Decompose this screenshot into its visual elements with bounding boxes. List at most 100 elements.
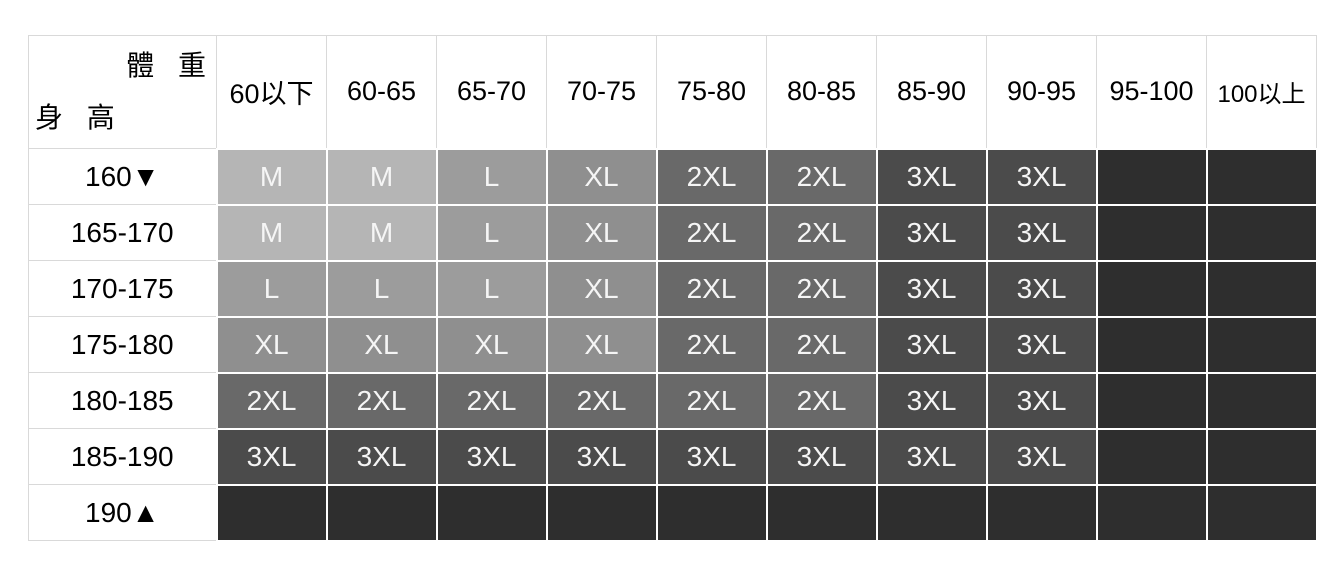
size-cell: L bbox=[435, 203, 548, 262]
size-cell: 2XL bbox=[215, 371, 328, 430]
size-table-body: 體 重身 高 60以下 60-65 65-70 70-75 75-80 80-85 85-90… bbox=[28, 35, 1318, 542]
size-cell: 3XL bbox=[985, 427, 1098, 486]
size-cell bbox=[435, 483, 548, 542]
weight-header-cell: 85-90 bbox=[876, 35, 987, 149]
weight-header-cell: 65-70 bbox=[436, 35, 547, 149]
corner-header-cell: 體 重身 高 bbox=[28, 35, 217, 149]
table-row: 170-175 L L L XL 2XL 2XL 3XL 3XL bbox=[28, 259, 1318, 318]
weight-header-cell: 100以上 bbox=[1206, 35, 1317, 149]
size-cell: 3XL bbox=[985, 203, 1098, 262]
size-cell: XL bbox=[435, 315, 548, 374]
table-row: 165-170 M M L XL 2XL 2XL 3XL 3XL bbox=[28, 203, 1318, 262]
size-cell bbox=[1205, 315, 1318, 374]
weight-header-cell: 75-80 bbox=[656, 35, 767, 149]
size-cell: 2XL bbox=[435, 371, 548, 430]
weight-header-cell: 60-65 bbox=[326, 35, 437, 149]
size-cell: 3XL bbox=[325, 427, 438, 486]
size-cell bbox=[1095, 427, 1208, 486]
size-cell: 2XL bbox=[765, 203, 878, 262]
size-cell: 3XL bbox=[765, 427, 878, 486]
size-cell bbox=[985, 483, 1098, 542]
weight-header-cell: 80-85 bbox=[766, 35, 877, 149]
size-cell bbox=[1095, 259, 1208, 318]
size-cell bbox=[1205, 203, 1318, 262]
size-cell: XL bbox=[545, 147, 658, 206]
size-cell: 2XL bbox=[655, 147, 768, 206]
size-cell bbox=[1205, 147, 1318, 206]
size-cell: L bbox=[325, 259, 438, 318]
size-cell bbox=[1095, 147, 1208, 206]
table-row: 180-185 2XL 2XL 2XL 2XL 2XL 2XL 3XL 3XL bbox=[28, 371, 1318, 430]
height-row-label: 180-185 bbox=[28, 372, 217, 429]
size-cell: L bbox=[215, 259, 328, 318]
size-cell: 2XL bbox=[655, 259, 768, 318]
size-cell bbox=[875, 483, 988, 542]
size-cell: 3XL bbox=[545, 427, 658, 486]
size-cell: M bbox=[325, 147, 438, 206]
size-cell: XL bbox=[545, 315, 658, 374]
height-row-label: 165-170 bbox=[28, 204, 217, 261]
size-cell bbox=[1205, 371, 1318, 430]
size-cell bbox=[1205, 427, 1318, 486]
size-cell: 2XL bbox=[765, 371, 878, 430]
size-cell: 3XL bbox=[985, 315, 1098, 374]
size-cell bbox=[765, 483, 878, 542]
weight-header-cell: 90-95 bbox=[986, 35, 1097, 149]
size-cell: 3XL bbox=[655, 427, 768, 486]
height-row-label: 185-190 bbox=[28, 428, 217, 485]
table-row: 190▲ bbox=[28, 483, 1318, 542]
size-cell bbox=[215, 483, 328, 542]
size-table: 體 重身 高 60以下 60-65 65-70 70-75 75-80 80-85 85-90… bbox=[28, 35, 1318, 542]
size-cell bbox=[1095, 203, 1208, 262]
size-cell: L bbox=[435, 147, 548, 206]
size-cell bbox=[1205, 259, 1318, 318]
header-row: 體 重身 高 60以下 60-65 65-70 70-75 75-80 80-85 85-90… bbox=[28, 35, 1317, 149]
size-cell bbox=[325, 483, 438, 542]
table-row: 160▼ M M L XL 2XL 2XL 3XL 3XL bbox=[28, 147, 1318, 206]
size-cell: XL bbox=[545, 259, 658, 318]
height-row-label: 190▲ bbox=[28, 484, 217, 541]
weight-header-cell: 70-75 bbox=[546, 35, 657, 149]
size-cell: M bbox=[325, 203, 438, 262]
size-cell bbox=[545, 483, 658, 542]
size-cell: 3XL bbox=[875, 203, 988, 262]
table-row: 175-180 XL XL XL XL 2XL 2XL 3XL 3XL bbox=[28, 315, 1318, 374]
size-cell: 3XL bbox=[435, 427, 548, 486]
size-cell: 2XL bbox=[765, 147, 878, 206]
height-axis-label: 身 高 bbox=[35, 102, 115, 133]
size-cell: 2XL bbox=[765, 259, 878, 318]
height-row-label: 160▼ bbox=[28, 148, 217, 205]
weight-header-cell: 60以下 bbox=[216, 35, 327, 149]
weight-header-cell: 95-100 bbox=[1096, 35, 1207, 149]
size-cell: 2XL bbox=[655, 203, 768, 262]
size-cell: 3XL bbox=[875, 147, 988, 206]
weight-axis-label: 體 重 bbox=[126, 50, 206, 81]
size-cell: 3XL bbox=[985, 259, 1098, 318]
size-cell: 3XL bbox=[875, 371, 988, 430]
size-cell: 3XL bbox=[875, 259, 988, 318]
size-cell: 2XL bbox=[765, 315, 878, 374]
size-cell: XL bbox=[545, 203, 658, 262]
size-cell: XL bbox=[215, 315, 328, 374]
size-cell: 3XL bbox=[985, 371, 1098, 430]
size-cell bbox=[1095, 315, 1208, 374]
size-cell: L bbox=[435, 259, 548, 318]
size-cell: 3XL bbox=[875, 427, 988, 486]
height-row-label: 175-180 bbox=[28, 316, 217, 373]
size-cell bbox=[1205, 483, 1318, 542]
size-cell bbox=[1095, 371, 1208, 430]
size-cell: 2XL bbox=[655, 315, 768, 374]
size-cell: XL bbox=[325, 315, 438, 374]
table-row: 185-190 3XL 3XL 3XL 3XL 3XL 3XL 3XL 3XL bbox=[28, 427, 1318, 486]
size-cell: 3XL bbox=[875, 315, 988, 374]
size-cell: 3XL bbox=[215, 427, 328, 486]
height-row-label: 170-175 bbox=[28, 260, 217, 317]
size-cell: M bbox=[215, 203, 328, 262]
size-cell: 2XL bbox=[655, 371, 768, 430]
size-cell: 3XL bbox=[985, 147, 1098, 206]
size-cell bbox=[655, 483, 768, 542]
size-cell: 2XL bbox=[325, 371, 438, 430]
size-cell bbox=[1095, 483, 1208, 542]
size-cell: M bbox=[215, 147, 328, 206]
